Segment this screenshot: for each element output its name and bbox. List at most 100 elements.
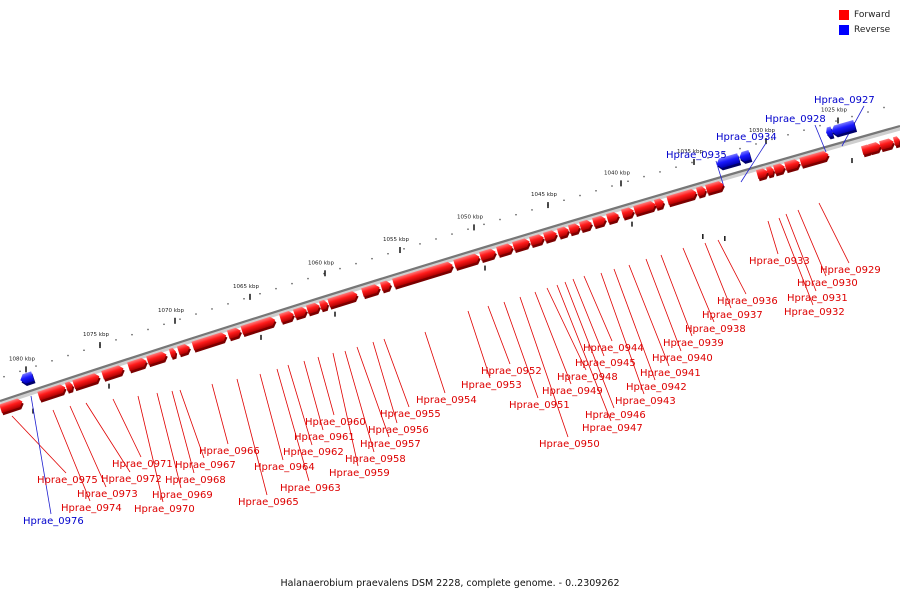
gene-arrow-forward bbox=[278, 310, 295, 325]
legend-reverse-swatch bbox=[839, 25, 849, 35]
gene-arrow-forward bbox=[392, 261, 454, 290]
label-leader-line bbox=[628, 264, 670, 367]
gene-label: Hprae_0958 bbox=[345, 454, 406, 465]
label-leader-line bbox=[276, 368, 310, 482]
gene-label: Hprae_0943 bbox=[615, 396, 676, 407]
gene-label: Hprae_0931 bbox=[787, 293, 848, 304]
scale-dot bbox=[51, 360, 53, 362]
label-leader-line bbox=[797, 209, 827, 277]
label-leader-line bbox=[564, 281, 615, 409]
gene-label: Hprae_0974 bbox=[61, 503, 122, 514]
scale-dot bbox=[243, 298, 245, 300]
gene-label: Hprae_0972 bbox=[101, 474, 162, 485]
gene-arrow-forward bbox=[361, 284, 381, 300]
gene-arrow-forward bbox=[772, 163, 786, 177]
scale-dot bbox=[19, 370, 21, 373]
gene-arrow-forward bbox=[496, 243, 514, 258]
gene-label: Hprae_0934 bbox=[716, 132, 777, 143]
label-leader-line bbox=[179, 389, 205, 459]
scale-dot bbox=[259, 292, 261, 295]
gene-label: Hprae_0967 bbox=[175, 460, 236, 471]
scale-tick bbox=[473, 224, 475, 231]
gene-arrow-forward bbox=[64, 381, 75, 394]
gene-label: Hprae_0937 bbox=[702, 310, 763, 321]
scale-tick bbox=[324, 270, 326, 277]
label-leader-line bbox=[303, 360, 324, 431]
gene-label: Hprae_0965 bbox=[238, 497, 299, 508]
scale-ticks: 1025 kbp 1030 kbp 1035 kbp 1040 kbp 1045 kbp… bbox=[9, 108, 853, 414]
gene-arrow-forward bbox=[379, 280, 392, 294]
label-leader-line bbox=[287, 364, 313, 446]
scale-dot bbox=[211, 308, 213, 310]
scale-tick-label: 1065 kbp bbox=[233, 284, 259, 290]
label-leader-line bbox=[317, 356, 335, 416]
scale-dot bbox=[531, 209, 533, 211]
gene-arrow-forward bbox=[799, 150, 830, 169]
gene-label: Hprae_0957 bbox=[360, 439, 421, 450]
scale-dot bbox=[787, 134, 789, 136]
label-leader-line bbox=[767, 220, 779, 255]
scale-dot bbox=[867, 111, 869, 113]
gene-arrow-forward bbox=[653, 198, 666, 211]
gene-label: Hprae_0940 bbox=[652, 353, 713, 364]
gene-label: Hprae_0933 bbox=[749, 256, 810, 267]
scale-tick-label: 1070 kbp bbox=[158, 308, 184, 314]
scale-dot bbox=[755, 143, 757, 145]
label-leader-line bbox=[112, 398, 142, 458]
scale-dot bbox=[323, 272, 325, 275]
scale-dot bbox=[451, 233, 453, 235]
label-leader-line bbox=[332, 352, 359, 467]
scale-dot bbox=[371, 257, 373, 260]
gene-label: Hprae_0961 bbox=[294, 432, 355, 443]
gene-arrow-forward bbox=[529, 234, 545, 248]
gene-label: Hprae_0949 bbox=[542, 386, 603, 397]
gene-arrow-forward bbox=[666, 189, 698, 208]
scale-dot bbox=[275, 287, 277, 290]
scale-tick-label: 1075 kbp bbox=[83, 332, 109, 338]
gene-label: Hprae_0932 bbox=[784, 307, 845, 318]
label-leader-line bbox=[740, 142, 767, 183]
scale-tick bbox=[631, 221, 633, 227]
genome-caption: Halanaerobium praevalens DSM 2228, compl… bbox=[280, 578, 620, 589]
label-leader-line bbox=[704, 242, 732, 309]
gene-arrow-reverse bbox=[739, 149, 753, 164]
gene-arrow-forward bbox=[892, 136, 900, 149]
scale-dot bbox=[739, 147, 741, 150]
gene-label: Hprae_0945 bbox=[575, 358, 636, 369]
scale-dot bbox=[419, 243, 421, 245]
legend-forward-label: Forward bbox=[854, 10, 891, 20]
gene-label: Hprae_0935 bbox=[666, 150, 727, 161]
scale-dot bbox=[339, 267, 341, 270]
gene-arrow-forward bbox=[191, 332, 228, 353]
label-leader-line bbox=[715, 160, 725, 188]
legend-reverse: Reverse bbox=[839, 24, 890, 36]
label-leader-line bbox=[785, 213, 817, 292]
gene-arrow-forward bbox=[879, 138, 895, 153]
scale-tick bbox=[260, 334, 262, 340]
scale-dot bbox=[67, 354, 69, 357]
scale-dot bbox=[691, 161, 693, 164]
scale-dot bbox=[643, 175, 645, 178]
label-leader-line bbox=[137, 395, 164, 503]
scale-dots bbox=[3, 106, 885, 378]
scale-dot bbox=[659, 171, 661, 173]
scale-tick bbox=[249, 293, 251, 300]
scale-tick bbox=[108, 383, 110, 389]
label-leader-line bbox=[645, 258, 682, 352]
gene-label: Hprae_0955 bbox=[380, 409, 441, 420]
label-leader-line bbox=[467, 310, 491, 379]
scale-tick-label: 1060 kbp bbox=[308, 260, 334, 266]
gene-label: Hprae_0952 bbox=[481, 366, 542, 377]
gene-arrow-forward bbox=[784, 159, 801, 174]
scale-tick bbox=[174, 317, 176, 324]
gene-label: Hprae_0970 bbox=[134, 504, 195, 515]
label-leader-line bbox=[814, 124, 827, 153]
label-leader-line bbox=[583, 275, 613, 342]
scale-tick bbox=[25, 366, 27, 373]
label-leader-line bbox=[682, 247, 715, 323]
scale-tick bbox=[851, 158, 853, 164]
gene-label: Hprae_0976 bbox=[23, 516, 84, 527]
scale-tick bbox=[334, 311, 336, 317]
label-leader-line bbox=[30, 395, 52, 515]
gene-arrow-forward bbox=[146, 351, 168, 368]
